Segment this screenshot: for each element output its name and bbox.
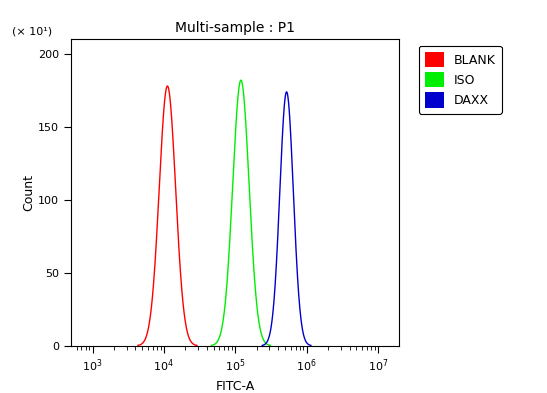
Text: (× 10¹): (× 10¹)	[12, 26, 52, 36]
Y-axis label: Count: Count	[22, 174, 36, 211]
Legend: BLANK, ISO, DAXX: BLANK, ISO, DAXX	[418, 46, 502, 114]
Title: Multi-sample : P1: Multi-sample : P1	[175, 21, 295, 35]
X-axis label: FITC-A: FITC-A	[216, 380, 255, 393]
